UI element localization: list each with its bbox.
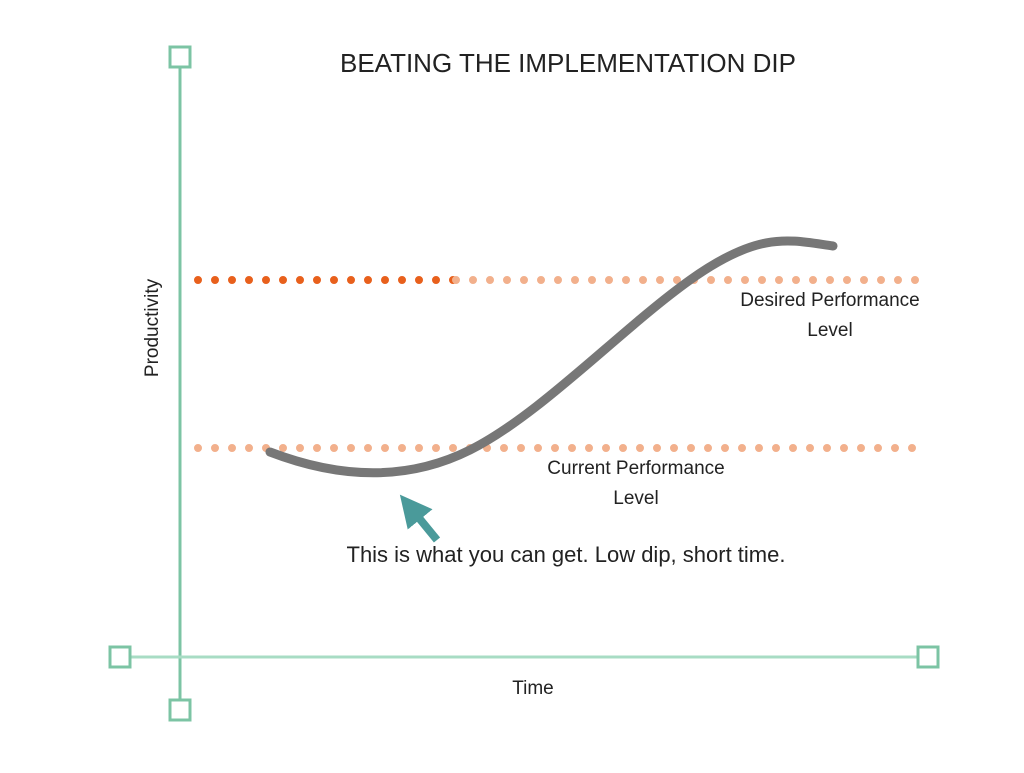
level-label: Level bbox=[807, 320, 852, 341]
annotation: This is what you can get. Low dip, short… bbox=[347, 542, 786, 567]
level-label: Level bbox=[613, 488, 658, 509]
arrow bbox=[399, 494, 441, 543]
y-axis-label: Productivity bbox=[142, 278, 163, 377]
title: BEATING THE IMPLEMENTATION DIP bbox=[340, 48, 796, 78]
dip-curve bbox=[265, 236, 838, 478]
axes bbox=[108, 45, 940, 722]
level-label: Desired Performance bbox=[740, 290, 920, 311]
level-label: Current Performance bbox=[547, 458, 724, 479]
level-lines bbox=[194, 276, 920, 452]
x-axis-label: Time bbox=[512, 678, 554, 699]
